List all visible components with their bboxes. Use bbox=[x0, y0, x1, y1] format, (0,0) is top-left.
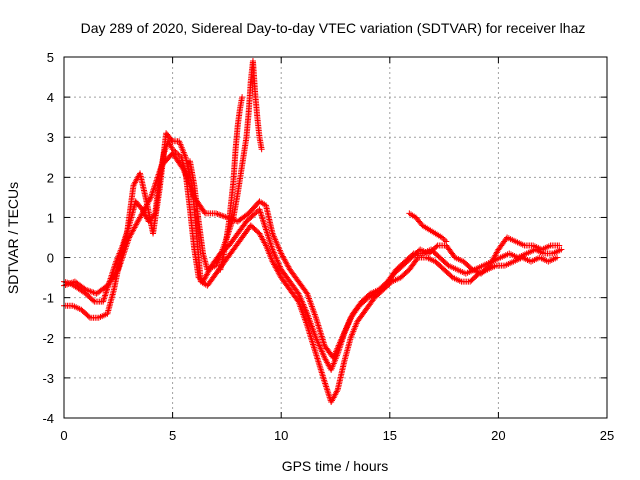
x-tick-label: 5 bbox=[169, 428, 176, 443]
y-tick-label: 0 bbox=[47, 251, 54, 266]
data-marker-fill bbox=[201, 209, 208, 216]
data-marker-fill bbox=[101, 294, 108, 301]
data-point bbox=[256, 206, 263, 213]
data-marker-fill bbox=[440, 235, 447, 242]
data-point bbox=[556, 242, 563, 249]
x-axis-label: GPS time / hours bbox=[282, 458, 389, 474]
data-point bbox=[258, 146, 265, 153]
data-point bbox=[443, 238, 450, 245]
grid-lines bbox=[64, 57, 607, 418]
data-point bbox=[321, 378, 328, 385]
data-marker-fill bbox=[102, 292, 109, 299]
data-marker-fill bbox=[414, 255, 421, 262]
y-tick-label: 5 bbox=[47, 50, 54, 65]
data-marker-fill bbox=[322, 381, 329, 388]
data-marker-fill bbox=[258, 214, 265, 221]
y-tick-label: 2 bbox=[47, 170, 54, 185]
data-marker-fill bbox=[260, 220, 267, 227]
data-marker-fill bbox=[85, 313, 92, 320]
data-marker-fill bbox=[168, 136, 175, 143]
x-tick-label: 25 bbox=[600, 428, 614, 443]
data-marker-fill bbox=[261, 223, 268, 230]
data-marker-fill bbox=[90, 297, 97, 304]
data-marker-fill bbox=[102, 290, 109, 297]
y-tick-label: 1 bbox=[47, 210, 54, 225]
data-marker-fill bbox=[101, 295, 108, 302]
data-marker-fill bbox=[260, 218, 267, 225]
y-tick-label: -2 bbox=[42, 331, 54, 346]
x-tick-label: 10 bbox=[274, 428, 288, 443]
data-point bbox=[438, 234, 445, 241]
data-point bbox=[239, 94, 246, 101]
data-marker-fill bbox=[325, 391, 332, 398]
data-marker-fill bbox=[433, 243, 440, 250]
data-marker-fill bbox=[324, 386, 331, 393]
x-tick-label: 0 bbox=[60, 428, 67, 443]
y-tick-label: -4 bbox=[42, 411, 54, 426]
x-tick-label: 15 bbox=[383, 428, 397, 443]
data-marker-fill bbox=[171, 147, 178, 154]
chart-title: Day 289 of 2020, Sidereal Day-to-day VTE… bbox=[81, 20, 586, 36]
data-marker-fill bbox=[325, 389, 332, 396]
data-marker-fill bbox=[322, 380, 329, 387]
axis-ticks: -4 -3 -2 -1 0 1 2 3 4 5 0 5 10 15 20 25 bbox=[42, 50, 614, 443]
data-markers bbox=[61, 58, 565, 405]
data-marker-fill bbox=[103, 289, 110, 296]
data-marker-fill bbox=[324, 388, 331, 395]
x-tick-label: 20 bbox=[491, 428, 505, 443]
y-tick-label: -1 bbox=[42, 291, 54, 306]
y-tick-label: 3 bbox=[47, 130, 54, 145]
y-tick-label: 4 bbox=[47, 90, 54, 105]
y-tick-label: -3 bbox=[42, 371, 54, 386]
data-point bbox=[252, 210, 259, 217]
data-marker-fill bbox=[114, 267, 121, 274]
data-marker-fill bbox=[323, 385, 330, 392]
plot-frame bbox=[63, 56, 608, 419]
data-marker-fill bbox=[261, 221, 268, 228]
data-marker-fill bbox=[259, 217, 266, 224]
y-axis-label: SDTVAR / TECUs bbox=[5, 182, 21, 294]
data-marker-fill bbox=[147, 195, 154, 202]
data-marker-fill bbox=[323, 383, 330, 390]
data-point bbox=[558, 246, 565, 253]
data-marker-fill bbox=[441, 237, 448, 244]
data-point bbox=[554, 254, 561, 261]
data-marker-fill bbox=[259, 215, 266, 222]
data-marker-fill bbox=[262, 224, 269, 231]
